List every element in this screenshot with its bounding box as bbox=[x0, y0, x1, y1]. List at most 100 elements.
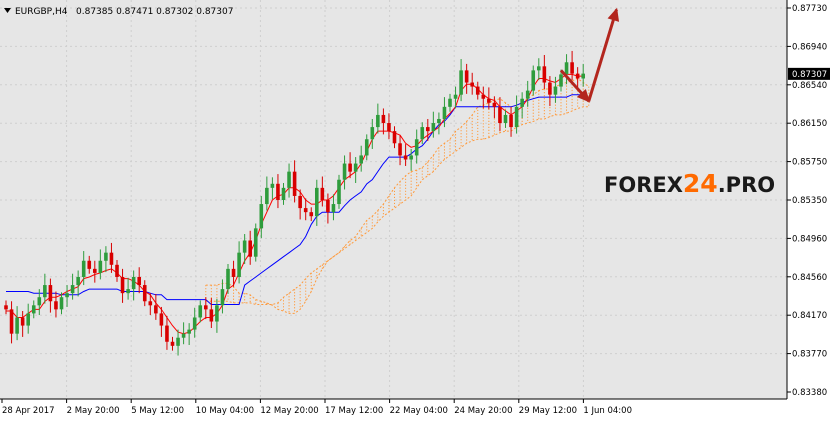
price-tick-label: 0.84960 bbox=[792, 234, 827, 244]
candle-body bbox=[470, 82, 474, 87]
candle bbox=[192, 307, 197, 338]
candle-body bbox=[198, 305, 203, 318]
candle-body bbox=[142, 285, 147, 302]
candle-body bbox=[226, 268, 230, 290]
candle bbox=[48, 278, 53, 313]
candle-body bbox=[259, 204, 264, 229]
candle bbox=[403, 144, 408, 166]
candle bbox=[15, 306, 19, 341]
candle-body bbox=[231, 268, 236, 277]
candle bbox=[464, 63, 469, 94]
candle-body bbox=[48, 285, 53, 302]
candle-body bbox=[98, 260, 103, 273]
grid bbox=[0, 0, 787, 399]
candle bbox=[426, 118, 430, 141]
candle bbox=[498, 97, 502, 132]
candle bbox=[531, 65, 536, 96]
candle bbox=[187, 323, 191, 346]
candle bbox=[215, 298, 219, 333]
candle-body bbox=[148, 301, 153, 306]
candle bbox=[387, 113, 391, 140]
candle bbox=[148, 293, 153, 316]
candle-body bbox=[137, 276, 141, 286]
candle bbox=[370, 118, 375, 149]
candle bbox=[303, 198, 308, 221]
candle bbox=[159, 306, 164, 337]
candle-body bbox=[570, 62, 574, 74]
candle-body bbox=[559, 74, 563, 87]
candle-body bbox=[492, 102, 497, 107]
candle bbox=[509, 106, 513, 137]
arrow-head bbox=[576, 88, 591, 103]
candle-body bbox=[43, 285, 47, 298]
plot-area[interactable] bbox=[0, 0, 787, 399]
candle-body bbox=[120, 276, 125, 294]
candle-body bbox=[15, 317, 19, 334]
candle-body bbox=[453, 94, 458, 99]
candle-body bbox=[165, 325, 169, 342]
time-tick-label: 29 May 12:00 bbox=[519, 406, 577, 416]
current-price-label: 0.87307 bbox=[792, 70, 827, 80]
candle bbox=[231, 260, 236, 287]
candle-body bbox=[487, 98, 491, 103]
candle bbox=[525, 80, 530, 107]
watermark-part1: FOREX bbox=[604, 173, 683, 197]
candle bbox=[176, 329, 180, 356]
price-tick-label: 0.87730 bbox=[792, 4, 827, 14]
candle bbox=[109, 242, 114, 273]
candle bbox=[26, 303, 30, 334]
time-tick-label: 12 May 20:00 bbox=[260, 406, 318, 416]
time-tick-label: 22 May 04:00 bbox=[390, 406, 448, 416]
arrow-head bbox=[607, 7, 620, 22]
candle bbox=[348, 152, 352, 179]
candle-body bbox=[342, 163, 347, 180]
candle-body bbox=[220, 289, 225, 306]
price-tick-label: 0.85350 bbox=[792, 196, 827, 206]
arrow-down-forecast bbox=[559, 69, 591, 103]
candle-body bbox=[292, 171, 297, 196]
candle bbox=[475, 81, 480, 100]
candle-body bbox=[564, 62, 569, 75]
candle-body bbox=[409, 155, 413, 160]
candle-body bbox=[498, 106, 502, 124]
candle bbox=[226, 264, 230, 294]
candle-body bbox=[548, 82, 552, 95]
candle bbox=[276, 174, 280, 209]
triangle-down-icon[interactable] bbox=[4, 8, 11, 13]
candle bbox=[448, 93, 452, 112]
candle-body bbox=[298, 195, 302, 209]
candle bbox=[398, 135, 402, 166]
candle bbox=[181, 322, 186, 345]
candle-body bbox=[4, 305, 8, 310]
candle-body bbox=[320, 187, 325, 200]
candle bbox=[315, 179, 319, 226]
candle-body bbox=[387, 123, 391, 132]
candle-body bbox=[575, 73, 580, 79]
candle bbox=[237, 241, 241, 284]
candle bbox=[331, 194, 336, 221]
candle-body bbox=[115, 264, 119, 277]
price-tick-label: 0.83770 bbox=[792, 350, 827, 360]
candle bbox=[70, 273, 75, 300]
candle bbox=[437, 112, 441, 135]
candle-body bbox=[276, 183, 280, 200]
watermark-part2: 24 bbox=[683, 169, 718, 198]
candle bbox=[142, 280, 147, 307]
candle bbox=[253, 223, 258, 262]
watermark: FOREX24.PRO bbox=[604, 169, 775, 198]
candle bbox=[337, 174, 341, 209]
candle-body bbox=[459, 70, 463, 95]
candle-body bbox=[481, 94, 486, 99]
candle-body bbox=[448, 98, 452, 107]
price-tick-label: 0.83380 bbox=[792, 388, 827, 398]
candle bbox=[392, 126, 397, 149]
candle-body bbox=[109, 252, 114, 265]
candle-body bbox=[59, 297, 64, 310]
candle-body bbox=[281, 187, 286, 200]
candle bbox=[537, 58, 541, 81]
candle-body bbox=[326, 200, 330, 213]
candle bbox=[281, 182, 286, 205]
candle-body bbox=[337, 179, 341, 205]
